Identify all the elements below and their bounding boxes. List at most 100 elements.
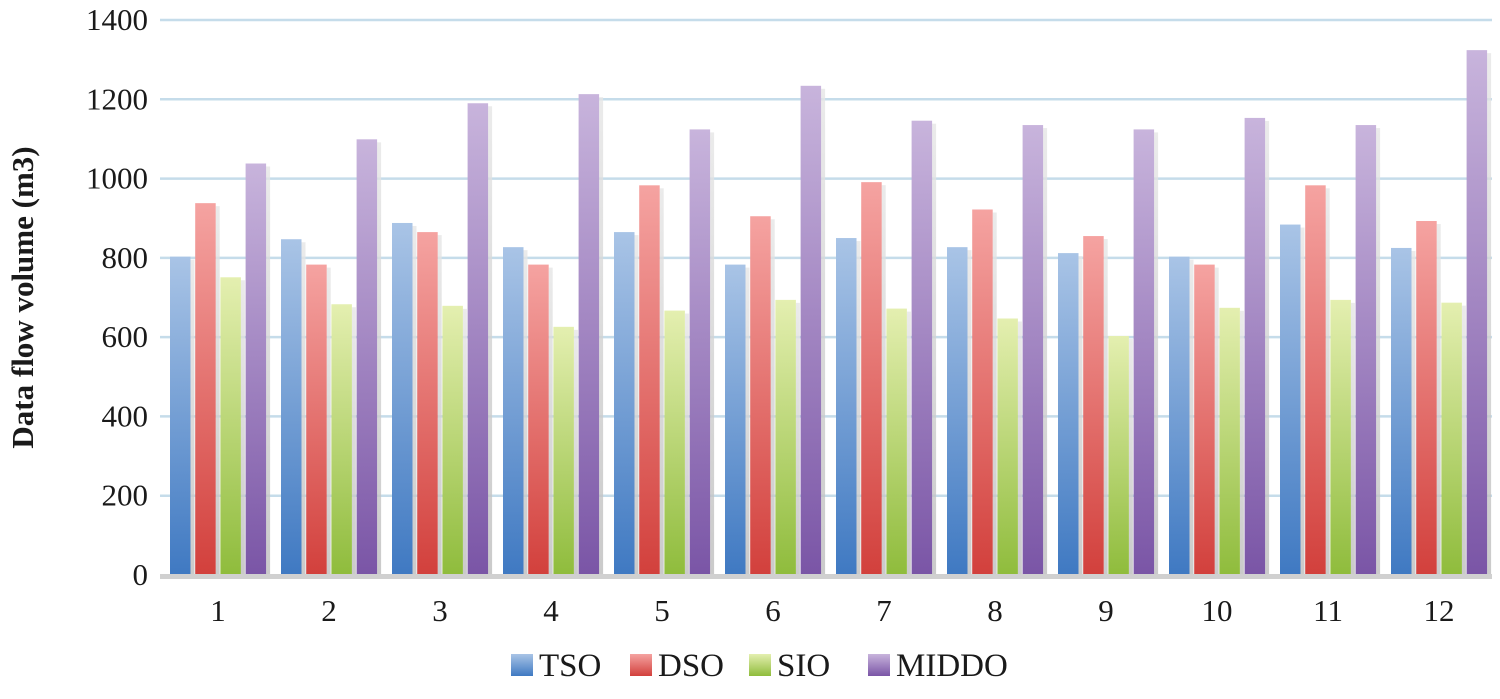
bar-tso-9 [1058,253,1079,575]
bar-middo-12 [1466,50,1488,576]
bar-shadow [659,188,664,575]
bar-shadow [967,250,972,575]
legend-swatch-dso [630,654,652,676]
bar-middo-3 [467,103,489,575]
bar-dso-9 [1083,236,1104,575]
bar-shadow [1376,128,1381,575]
bar-shadow [1189,259,1194,575]
bar-shadow [462,308,467,575]
bar-shadow [1017,321,1022,575]
bar-shadow [684,313,689,575]
bar-shadow [1239,310,1244,575]
x-tick-label: 2 [321,593,337,628]
bar-middo-11 [1355,125,1377,575]
bar-shadow [573,329,578,575]
bar-shadow [437,235,442,575]
bar-sio-12 [1441,302,1462,575]
bar-dso-10 [1194,264,1215,575]
bar-shadow [266,166,271,575]
bar-shadow [548,267,553,575]
bar-shadow [1350,302,1355,575]
bar-middo-4 [578,94,600,575]
bar-tso-10 [1169,256,1190,575]
bar-shadow [1436,223,1441,575]
x-tick-label: 8 [987,593,1003,628]
bar-middo-7 [911,120,933,575]
legend-label-sio: SIO [777,648,830,684]
bar-shadow [599,97,604,575]
bar-tso-11 [1280,224,1301,576]
bar-shadow [412,225,417,575]
bar-tso-12 [1391,247,1412,576]
legend: TSO DSO SIO MIDDO [511,648,1008,684]
bar-sio-4 [553,326,574,575]
bars [170,50,1492,576]
x-tick-label: 11 [1313,593,1343,628]
bar-shadow [1461,305,1466,575]
bar-sio-5 [664,310,685,575]
bar-middo-2 [356,139,378,575]
x-axis-line [160,574,1492,579]
bar-shadow [190,259,195,575]
x-tick-label: 5 [654,593,670,628]
bar-shadow [795,302,800,575]
bar-shadow [1154,132,1159,575]
bar-shadow [1325,188,1330,575]
legend-label-dso: DSO [658,648,724,684]
bar-shadow [770,219,775,575]
x-tick-label: 7 [876,593,892,628]
bar-tso-8 [947,247,968,575]
bar-middo-10 [1244,117,1266,576]
bar-shadow [745,267,750,575]
bar-shadow [932,123,937,575]
bar-sio-11 [1330,299,1351,575]
bar-sio-10 [1219,307,1240,575]
bar-shadow [1103,239,1108,575]
bar-shadow [710,132,715,575]
bar-sio-1 [220,277,241,575]
bar-dso-5 [639,185,660,575]
x-tick-label: 6 [765,593,781,628]
bar-middo-1 [245,163,267,575]
bar-sio-7 [886,308,907,575]
bar-shadow [1411,250,1416,576]
bar-middo-5 [689,129,711,575]
x-tick-label: 12 [1424,593,1455,628]
bar-shadow [1487,53,1492,576]
bar-shadow [240,280,245,575]
bar-tso-3 [392,222,413,575]
gridlines [160,18,1492,497]
bar-dso-8 [972,209,993,575]
bar-middo-8 [1022,125,1044,575]
x-tick-label: 3 [432,593,448,628]
bar-shadow [377,142,382,575]
y-tick-label: 1000 [86,161,148,196]
bar-shadow [523,250,528,575]
bar-shadow [1214,267,1219,575]
bar-dso-4 [528,264,549,575]
x-tick-label: 1 [210,593,226,628]
legend-label-middo: MIDDO [896,648,1008,684]
bar-shadow [1300,227,1305,576]
bar-shadow [1043,128,1048,575]
bar-shadow [326,267,331,575]
bar-shadow [301,242,306,575]
bar-sio-8 [997,318,1018,575]
bar-shadow [215,206,220,575]
bar-shadow [881,185,886,575]
legend-swatch-tso [511,654,533,676]
x-tick-label: 10 [1202,593,1233,628]
bar-shadow [1128,338,1133,575]
bar-dso-3 [417,232,438,575]
bar-tso-6 [725,264,746,575]
y-tick-label: 400 [102,398,149,433]
x-tick-label: 4 [543,593,559,628]
y-tick-label: 600 [102,319,149,354]
x-tick-label: 9 [1098,593,1114,628]
y-tick-label: 1200 [86,81,148,116]
bar-middo-9 [1133,129,1155,575]
y-tick-label: 800 [102,240,149,275]
bar-dso-12 [1416,220,1437,575]
